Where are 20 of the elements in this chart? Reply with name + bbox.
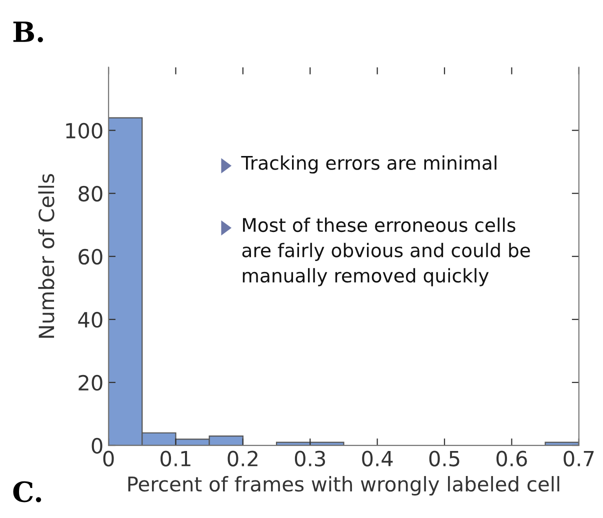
y-tick-label: 40	[78, 312, 102, 328]
chart-title: B.	[13, 22, 43, 42]
x-tick-label: 0.6	[496, 450, 527, 466]
y-tick-label: 60	[78, 248, 102, 265]
x-tick-label: 0.3	[294, 450, 326, 466]
x-tick-label: 0.7	[564, 450, 594, 466]
x-tick-label: 0.4	[362, 450, 393, 466]
y-tick-label: 100	[66, 122, 102, 139]
x-tick-label: 0.1	[160, 450, 190, 466]
annotation: Tracking errors are minimal	[241, 155, 496, 174]
x-tick-label: 0.2	[228, 450, 258, 466]
x-tick-label: 0	[103, 450, 114, 466]
annotation: Most of these erroneous cells are fairly obvious and could be manually removed quickly	[242, 218, 530, 286]
y-tick-label: 80	[78, 186, 102, 202]
x-axis-title: Percent of frames with wrongly labeled cell	[128, 476, 560, 496]
y-tick-label: 20	[78, 374, 102, 391]
x-tick-label: 0.5	[429, 450, 460, 466]
text: C.	[13, 481, 42, 502]
y-tick-label: 0	[92, 438, 102, 454]
y-axis-title: Number of Cells	[38, 174, 54, 338]
